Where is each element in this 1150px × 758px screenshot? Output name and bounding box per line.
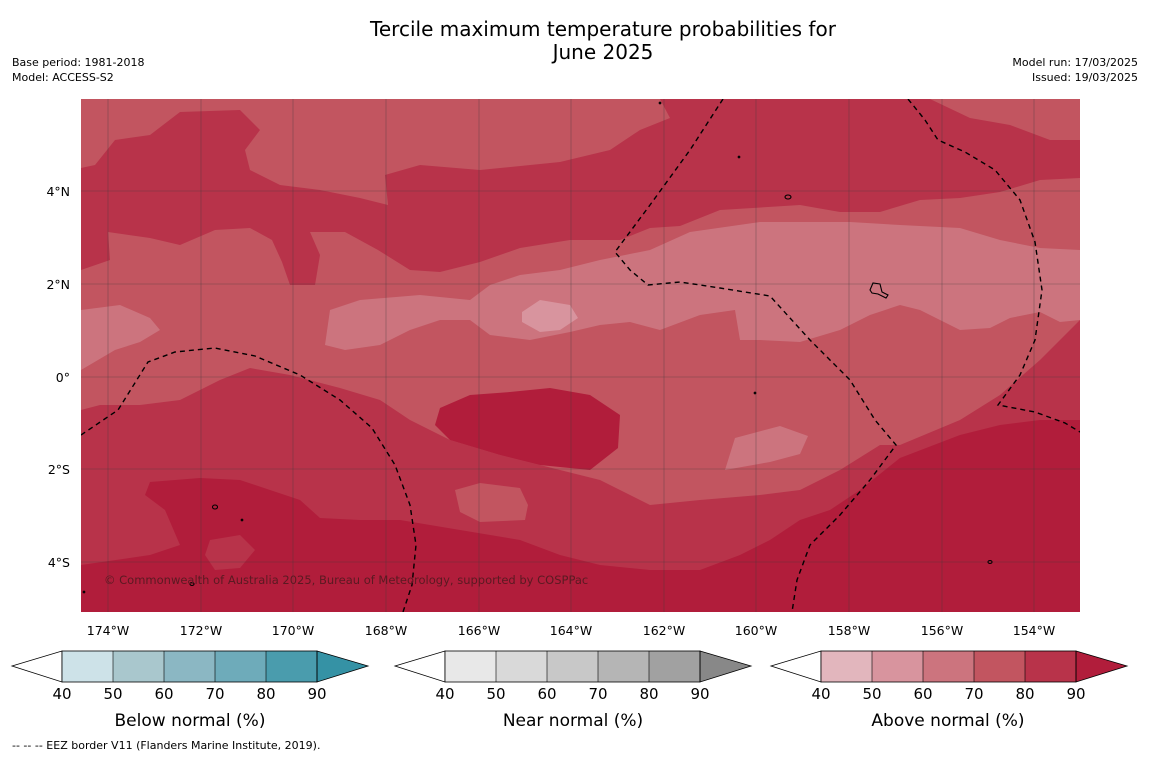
colorbar-near-bin-40 — [445, 651, 496, 682]
colorbar-near-bin-50 — [496, 651, 547, 682]
colorbar-above-min-arrow — [769, 650, 822, 683]
colorbar-near-label: Near normal (%) — [503, 711, 643, 731]
region-60-west — [81, 305, 160, 370]
lon-tick-labels: 174°W 172°W 170°W 168°W 166°W 164°W 162°… — [87, 623, 1055, 638]
colorbar-above-tick: 90 — [1066, 685, 1085, 703]
colorbar-below-label: Below normal (%) — [115, 711, 266, 731]
colorbar-below-bin-50 — [113, 651, 164, 682]
colorbar-above-bin-40 — [821, 651, 872, 682]
lon-tick-164w: 164°W — [550, 623, 592, 638]
colorbar-below-tick: 90 — [307, 685, 326, 703]
colorbar-above-max-arrow — [1075, 650, 1129, 683]
colorbar-near-bin-80 — [649, 651, 700, 682]
copyright-note: © Commonwealth of Australia 2025, Bureau… — [104, 573, 588, 587]
colorbar-below-bin-60 — [164, 651, 215, 682]
region-90-central — [435, 388, 620, 470]
graticule — [81, 99, 1080, 612]
lon-tick-162w: 162°W — [643, 623, 685, 638]
lat-tick-4s: 4°S — [48, 555, 70, 570]
meta-left: Base period: 1981-2018 Model: ACCESS-S2 — [12, 55, 144, 85]
colorbar-above-label: Above normal (%) — [871, 711, 1024, 731]
base-period: Base period: 1981-2018 — [12, 56, 145, 69]
colorbar-below-bin-40 — [62, 651, 113, 682]
lon-tick-172w: 172°W — [180, 623, 222, 638]
lon-tick-166w: 166°W — [458, 623, 500, 638]
lon-tick-170w: 170°W — [272, 623, 314, 638]
region-70-south-patch — [455, 483, 528, 522]
colorbar-below-tick: 70 — [205, 685, 224, 703]
map-title-line1: Tercile maximum temperature probabilitie… — [370, 17, 836, 41]
colorbar-near-max-arrow — [699, 650, 753, 683]
lon-tick-174w: 174°W — [87, 623, 129, 638]
colorbar-near-tick: 80 — [639, 685, 658, 703]
colorbar-below-max-arrow — [316, 650, 370, 683]
lon-tick-160w: 160°W — [735, 623, 777, 638]
colorbar-below-tick: 80 — [256, 685, 275, 703]
region-90-south — [81, 420, 1080, 612]
map-title: Tercile maximum temperature probabilitie… — [0, 18, 1150, 64]
colorbar-above-tick: 60 — [913, 685, 932, 703]
eez-footnote: -- -- -- EEZ border V11 (Flanders Marine… — [12, 739, 321, 752]
region-80-island-patch — [205, 535, 255, 570]
colorbar-above-tick: 80 — [1015, 685, 1034, 703]
lat-tick-2s: 2°S — [48, 462, 70, 477]
model-run: Model run: 17/03/2025 — [1012, 56, 1138, 69]
colorbar-above-tick: 40 — [811, 685, 830, 703]
colorbar-near-tick: 60 — [537, 685, 556, 703]
issued-date: Issued: 19/03/2025 — [1031, 71, 1138, 84]
lon-tick-168w: 168°W — [365, 623, 407, 638]
colorbar-above-bin-60 — [923, 651, 974, 682]
lat-tick-labels: 4°N 2°N 0° 2°S 4°S — [46, 184, 70, 570]
colorbar-near-bin-70 — [598, 651, 649, 682]
eez-borders — [81, 99, 1080, 612]
colorbar-near-tick: 40 — [435, 685, 454, 703]
lat-tick-0: 0° — [56, 370, 70, 385]
lon-tick-154w: 154°W — [1013, 623, 1055, 638]
colorbar-below: 40 50 60 70 80 90 Below normal (%) — [10, 650, 370, 731]
colorbar-below-bin-70 — [215, 651, 266, 682]
lon-tick-156w: 156°W — [921, 623, 963, 638]
region-60-east — [725, 426, 808, 470]
colorbar-below-tick: 40 — [52, 685, 71, 703]
colorbar-near-tick: 70 — [588, 685, 607, 703]
colorbar-near-tick: 50 — [486, 685, 505, 703]
lat-tick-4n: 4°N — [46, 184, 70, 199]
colorbar-above-bin-70 — [974, 651, 1025, 682]
colorbar-below-tick: 50 — [103, 685, 122, 703]
colorbar-near-min-arrow — [393, 650, 446, 683]
colorbar-above-bin-50 — [872, 651, 923, 682]
colorbar-below-bin-80 — [266, 651, 317, 682]
region-70-ne — [930, 99, 1080, 140]
colorbar-above-tick: 50 — [862, 685, 881, 703]
map-title-line2: June 2025 — [552, 40, 654, 64]
colorbar-near: 40 50 60 70 80 90 Near normal (%) — [393, 650, 753, 731]
region-50-patch — [522, 300, 578, 332]
colorbar-near-bin-60 — [547, 651, 598, 682]
colorbar-near-tick: 90 — [690, 685, 709, 703]
model-name: Model: ACCESS-S2 — [12, 71, 114, 84]
colorbar-below-min-arrow — [10, 650, 63, 683]
colorbar-below-tick: 60 — [154, 685, 173, 703]
lat-tick-2n: 2°N — [46, 277, 70, 292]
islands — [82, 101, 993, 594]
lon-tick-158w: 158°W — [828, 623, 870, 638]
colorbar-above-bin-80 — [1025, 651, 1076, 682]
region-70-north — [81, 99, 670, 205]
colorbar-above: 40 50 60 70 80 90 Above normal (%) — [769, 650, 1129, 731]
map-field: © Commonwealth of Australia 2025, Bureau… — [81, 99, 1080, 612]
colorbar-above-tick: 70 — [964, 685, 983, 703]
meta-right: Model run: 17/03/2025 Issued: 19/03/2025 — [1012, 55, 1138, 85]
